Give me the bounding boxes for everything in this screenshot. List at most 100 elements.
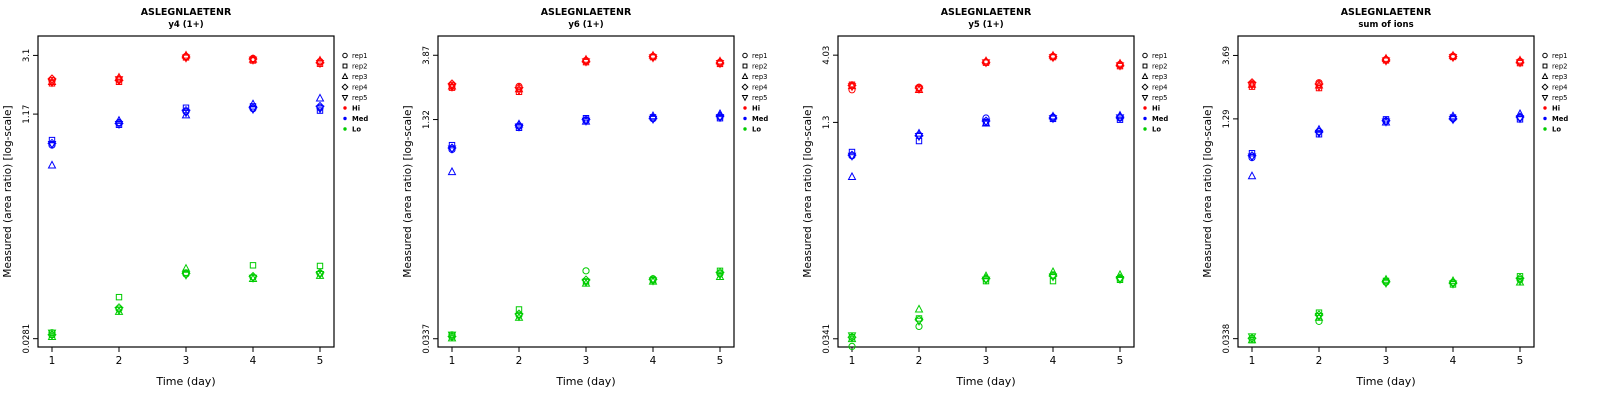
data-point [715,271,725,280]
legend-rep-symbol [342,63,348,69]
x-tick-label: 4 [1450,355,1457,367]
data-point [715,267,725,278]
legend-group-label: Hi [352,105,360,113]
data-point [914,304,924,313]
data-point [1115,275,1125,285]
x-tick-label: 2 [1316,355,1323,367]
data-point [1247,153,1257,162]
legend-rep-symbol [1541,72,1549,79]
legend-rep-label: rep3 [352,73,367,81]
data-point [1314,124,1324,133]
data-point [315,101,325,111]
legend-rep-label: rep3 [1152,73,1167,81]
data-point [648,277,658,286]
legend-rep-symbol [342,52,348,59]
data-point [181,105,191,116]
data-point [1247,333,1257,342]
legend-rep-symbol [1141,72,1149,79]
data-point [914,85,924,94]
legend-rep-symbol [741,83,749,91]
legend-rep-label: rep2 [752,63,767,71]
legend-group-label: Med [352,115,368,123]
legend-group-label: Hi [1152,105,1160,113]
data-point [514,83,524,93]
data-point [847,83,857,92]
data-point [248,274,258,283]
data-point [114,307,124,316]
legend-rep-symbol [1141,95,1149,102]
data-point [1515,115,1525,124]
data-point [981,271,991,280]
data-point [715,60,725,69]
data-point [1314,129,1324,139]
legend-rep-label: rep1 [1552,52,1567,60]
x-tick-label: 5 [1117,355,1124,367]
data-point [581,58,591,67]
data-point [248,56,258,65]
legend-group-label: Lo [1152,126,1161,134]
legend-group-symbol [743,127,747,131]
scatter-plot-svg: ASLEGNLAETENR sum of ions 0.0338 1.29 3.69 1 2… [1202,7,1568,388]
data-point [1381,57,1391,66]
data-point [715,114,725,123]
legend-rep-symbol [341,95,349,102]
legend-group-label: Lo [752,126,761,134]
x-tick-label: 5 [1517,355,1524,367]
legend-rep-label: rep4 [1552,84,1567,92]
x-tick-label: 2 [516,355,523,367]
data-point [1048,266,1058,276]
x-tick-label: 3 [583,355,590,367]
x-tick-label: 5 [317,355,324,367]
data-point [848,342,856,351]
legend-rep-symbol [741,72,749,79]
data-point [47,79,57,88]
data-point [1314,79,1324,89]
legend-rep-symbol [742,63,748,69]
legend-rep-symbol [741,95,749,102]
x-tick-label: 1 [849,355,856,367]
data-point [581,275,591,285]
legend-rep-symbol [1541,95,1549,102]
data-point [47,330,57,340]
legend-rep-label: rep2 [352,63,367,71]
x-axis-title: Time (day) [1355,375,1415,388]
legend-group-label: Hi [752,105,760,113]
data-point [648,54,658,63]
legend-rep-label: rep2 [1552,63,1567,71]
data-point [1247,81,1257,91]
scatter-plot-svg: ASLEGNLAETENR y6 (1+) 0.0337 1.32 3.87 1 2 3 4 5 T… [402,7,768,388]
legend-rep-label: rep5 [1552,94,1567,102]
chart-title: ASLEGNLAETENR [1341,7,1432,18]
data-point [181,54,191,63]
legend-rep-label: rep4 [752,84,767,92]
data-point [981,59,991,68]
data-point [847,171,857,181]
chart-panel-y6: ASLEGNLAETENR y6 (1+) 0.0337 1.32 3.87 1 2 3 4 5 T… [400,0,800,400]
data-point [848,148,856,156]
x-tick-label: 3 [983,355,990,367]
data-point [1248,150,1256,157]
x-axis-title: Time (day) [155,375,215,388]
data-point [914,133,924,142]
chart-panel-y5: ASLEGNLAETENR y5 (1+) 0.0341 1.3 4.03 1 2 3 4 5 Ti… [800,0,1200,400]
data-point [1049,277,1057,285]
data-point [581,278,591,288]
legend-group-symbol [343,127,347,131]
legend-group-symbol [1543,116,1547,121]
y-tick-label: 1.29 [1222,109,1232,128]
legend-group-symbol [1543,127,1547,131]
legend-group-label: Lo [352,126,361,134]
legend-rep-symbol [341,72,349,79]
y-axis-title: Measured (area ratio) [log-scale] [402,105,414,277]
data-point [1115,269,1125,279]
data-point [447,331,457,342]
data-point [47,329,57,338]
data-point [1515,277,1525,286]
legend-rep-label: rep5 [752,94,767,102]
data-point [981,118,991,127]
x-tick-label: 1 [49,355,56,367]
chart-panel-sum: ASLEGNLAETENR sum of ions 0.0338 1.29 3.69 1 2… [1200,0,1600,400]
data-point [48,136,56,144]
legend-rep-symbol [1541,83,1549,91]
data-point [514,309,524,319]
